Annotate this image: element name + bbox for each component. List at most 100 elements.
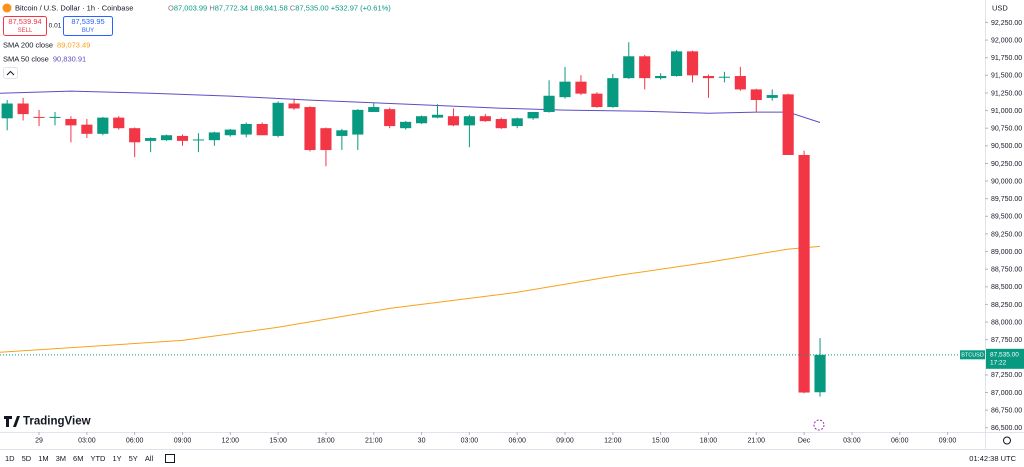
x-tick-label: 12:00 (222, 437, 240, 444)
legend-name: SMA 50 close (3, 54, 49, 63)
y-tick-label: 91,250.00 (991, 90, 1022, 97)
candle-body (272, 102, 284, 136)
sell-price: 87,539.94 (8, 17, 41, 26)
range-button[interactable]: All (145, 454, 154, 463)
collapse-button[interactable] (3, 67, 18, 79)
ohlc-key: L (250, 3, 254, 12)
y-tick-label: 87,750.00 (991, 337, 1022, 344)
range-button[interactable]: 1Y (112, 454, 121, 463)
candle-body (559, 81, 571, 98)
price-tag-countdown: 17:22 (990, 360, 1007, 367)
candle-body (655, 76, 667, 79)
buy-button[interactable] (63, 16, 113, 36)
sell-button[interactable] (3, 16, 47, 36)
settings-icon[interactable] (1003, 436, 1011, 445)
candle-body (400, 121, 412, 129)
spread: 0.01 (49, 23, 62, 30)
candle-body (384, 109, 396, 127)
currency[interactable]: USD (992, 3, 1008, 12)
x-tick-label: 12:00 (604, 437, 622, 444)
symbol-tag-label: BTCUSD (961, 353, 984, 359)
range-button[interactable]: 5Y (129, 454, 138, 463)
candle-body (415, 116, 428, 124)
candle-body (49, 116, 61, 118)
candle-body (113, 117, 125, 129)
logo-text: TradingView (23, 416, 91, 428)
y-tick-label: 89,500.00 (991, 214, 1022, 221)
candle-body (224, 129, 236, 136)
candle-body (17, 103, 29, 115)
range-button[interactable]: 1D (5, 454, 15, 463)
candle-body (543, 95, 555, 112)
legend-name: SMA 200 close (3, 40, 53, 49)
ohlc-value: 87,003.99 (174, 3, 207, 12)
ohlc-value: 87,535.00 (295, 3, 328, 12)
buy-price: 87,539.95 (71, 17, 104, 26)
symbol-title[interactable]: Bitcoin / U.S. Dollar · 1h · Coinbase (15, 3, 133, 12)
candle-body (495, 119, 507, 129)
candle-body (591, 93, 603, 108)
range-button[interactable]: 3M (56, 454, 66, 463)
candle-body (336, 130, 348, 136)
candle-body (176, 135, 189, 141)
candle-body (814, 354, 826, 393)
y-tick-label: 88,000.00 (991, 319, 1022, 326)
ohlc-key: C (290, 3, 296, 12)
x-tick-label: 15:00 (652, 437, 670, 444)
y-tick-label: 89,250.00 (991, 231, 1022, 238)
range-button[interactable]: 6M (73, 454, 83, 463)
date-range-icon[interactable] (165, 454, 175, 463)
collapse-icon (6, 70, 15, 76)
candle-body (718, 76, 730, 78)
candle-body (1, 103, 13, 119)
candle-body (639, 56, 651, 79)
x-tick-label: 09:00 (174, 437, 192, 444)
x-tick-label: 29 (35, 437, 43, 444)
candle-body (129, 128, 141, 143)
plot-area (0, 42, 985, 397)
events-icon[interactable] (813, 419, 825, 431)
y-tick-label: 87,000.00 (991, 390, 1022, 397)
y-tick-label: 86,500.00 (991, 425, 1022, 432)
x-tick-label: 18:00 (317, 437, 335, 444)
candle-body (288, 103, 300, 109)
candle-body (463, 116, 475, 126)
candle-body (575, 81, 587, 94)
y-tick-label: 90,500.00 (991, 143, 1022, 150)
range-button[interactable]: 5D (22, 454, 32, 463)
candle-body (479, 116, 491, 122)
candle-body (352, 109, 364, 135)
candle-body (320, 128, 332, 151)
candle-body (782, 94, 794, 155)
indicator-legend: SMA 200 close 89,073.49 SMA 50 close 90,830… (3, 40, 90, 63)
x-tick-label: 30 (418, 437, 426, 444)
symbol-icon (2, 3, 12, 13)
ohlc-value: 86,941.58 (254, 3, 287, 12)
x-tick-label: 21:00 (365, 437, 383, 444)
sma-line (0, 245, 821, 353)
x-tick-label: 03:00 (843, 437, 861, 444)
candle-body (734, 76, 746, 90)
y-tick-label: 92,000.00 (991, 37, 1022, 44)
range-button[interactable]: 1M (38, 454, 48, 463)
candle-body (623, 56, 635, 79)
x-tick-label: 06:00 (891, 437, 909, 444)
candle-body (368, 107, 380, 112)
candle-body (702, 76, 715, 79)
candle-body (192, 139, 205, 141)
range-button[interactable]: YTD (90, 454, 106, 463)
candle-body (431, 114, 444, 118)
y-tick-label: 88,250.00 (991, 302, 1022, 309)
candle-body (81, 124, 93, 134)
y-tick-label: 88,750.00 (991, 267, 1022, 274)
legend-value: 89,073.49 (57, 40, 90, 49)
candle-body (65, 119, 77, 126)
candle-body (97, 117, 109, 134)
candle-body (208, 132, 220, 141)
ohlc-legend: O87,003.99 H87,772.34 L86,941.58 C87,535… (168, 3, 391, 12)
x-tick-label: 03:00 (461, 437, 479, 444)
legend-value: 90,830.91 (53, 54, 86, 63)
candle-body (240, 123, 252, 135)
x-tick-label: 15:00 (269, 437, 287, 444)
